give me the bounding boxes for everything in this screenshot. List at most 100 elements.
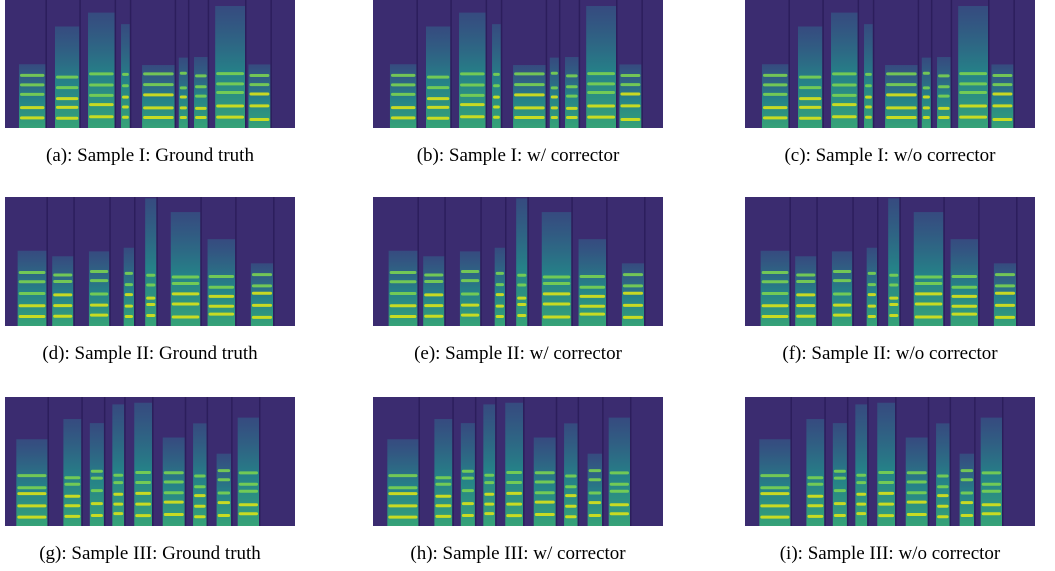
gap	[867, 397, 869, 526]
gap	[47, 397, 49, 526]
harmonic	[426, 105, 450, 109]
harmonic	[171, 275, 200, 279]
harmonic	[435, 514, 452, 518]
harmonic	[609, 489, 629, 493]
harmonic	[195, 85, 207, 89]
gap	[109, 197, 111, 326]
harmonic	[53, 279, 73, 283]
voiced-band	[170, 212, 201, 326]
harmonic	[55, 86, 79, 90]
voiced-band	[460, 423, 475, 526]
harmonic	[238, 489, 258, 493]
harmonic	[390, 116, 416, 120]
harmonic	[143, 72, 174, 76]
gap	[1013, 0, 1015, 128]
harmonic	[914, 275, 943, 279]
harmonic	[493, 72, 500, 76]
harmonic	[113, 481, 124, 485]
caption: (b): Sample I: w/ corrector	[416, 145, 620, 166]
harmonic	[761, 271, 789, 275]
harmonic	[195, 116, 207, 120]
gap	[156, 197, 158, 326]
harmonic	[495, 293, 505, 297]
spectrogram	[5, 0, 295, 128]
harmonic	[565, 515, 577, 519]
voiced-band	[16, 439, 48, 526]
voiced-band	[619, 64, 642, 128]
harmonic	[565, 485, 577, 489]
harmonic	[461, 513, 474, 517]
harmonic	[550, 86, 558, 90]
harmonic	[832, 83, 857, 87]
gap	[46, 197, 48, 326]
harmonic	[796, 279, 816, 283]
harmonic	[89, 279, 109, 283]
harmonic	[55, 116, 79, 120]
voiced-band	[483, 404, 496, 526]
harmonic	[579, 294, 606, 298]
voiced-band	[516, 198, 528, 326]
harmonic	[135, 491, 152, 495]
harmonic	[760, 492, 790, 496]
harmonic	[251, 291, 273, 295]
gap	[235, 197, 237, 326]
harmonic	[886, 83, 917, 87]
harmonic	[238, 482, 258, 486]
harmonic	[195, 106, 207, 110]
harmonic	[761, 280, 789, 284]
harmonic	[761, 292, 789, 296]
caption: (a): Sample I: Ground truth	[46, 145, 254, 166]
harmonic	[878, 480, 895, 484]
harmonic	[506, 491, 523, 495]
harmonic	[493, 95, 500, 99]
harmonic	[534, 500, 555, 504]
voiced-band	[121, 24, 130, 128]
harmonic	[886, 93, 917, 97]
harmonic	[217, 513, 231, 517]
harmonic	[951, 274, 978, 278]
harmonic	[122, 72, 129, 76]
harmonic	[937, 515, 949, 519]
harmonic	[426, 97, 450, 101]
harmonic	[992, 83, 1013, 87]
harmonic	[867, 283, 877, 287]
harmonic	[951, 294, 978, 298]
gap	[641, 0, 643, 128]
harmonic	[867, 314, 877, 318]
harmonic	[484, 512, 495, 516]
gap	[577, 397, 580, 526]
harmonic	[171, 302, 200, 306]
harmonic	[889, 302, 899, 306]
harmonic	[550, 95, 558, 99]
gap	[895, 397, 897, 526]
harmonic	[113, 473, 124, 477]
gap	[852, 197, 854, 326]
harmonic	[534, 471, 555, 475]
caption: (c): Sample I: w/o corrector	[784, 145, 996, 166]
harmonic	[517, 314, 527, 318]
harmonic	[426, 86, 450, 90]
harmonic	[906, 513, 927, 517]
harmonic	[865, 95, 872, 99]
harmonic	[867, 293, 877, 297]
harmonic	[922, 95, 930, 99]
harmonic	[424, 293, 444, 297]
harmonic	[251, 303, 273, 307]
harmonic	[506, 480, 523, 484]
harmonic	[426, 75, 450, 79]
spectrogram	[745, 197, 1035, 326]
harmonic	[796, 273, 816, 277]
gap	[644, 197, 646, 326]
voiced-band	[855, 404, 868, 526]
gap	[152, 397, 154, 526]
spectrogram	[5, 197, 295, 326]
harmonic	[550, 115, 558, 119]
harmonic	[994, 291, 1016, 295]
harmonic	[435, 504, 452, 508]
harmonic	[171, 281, 200, 285]
voiced-band	[88, 12, 115, 128]
harmonic	[424, 279, 444, 283]
voiced-band	[958, 5, 989, 128]
harmonic	[53, 273, 73, 277]
harmonic	[135, 502, 152, 506]
